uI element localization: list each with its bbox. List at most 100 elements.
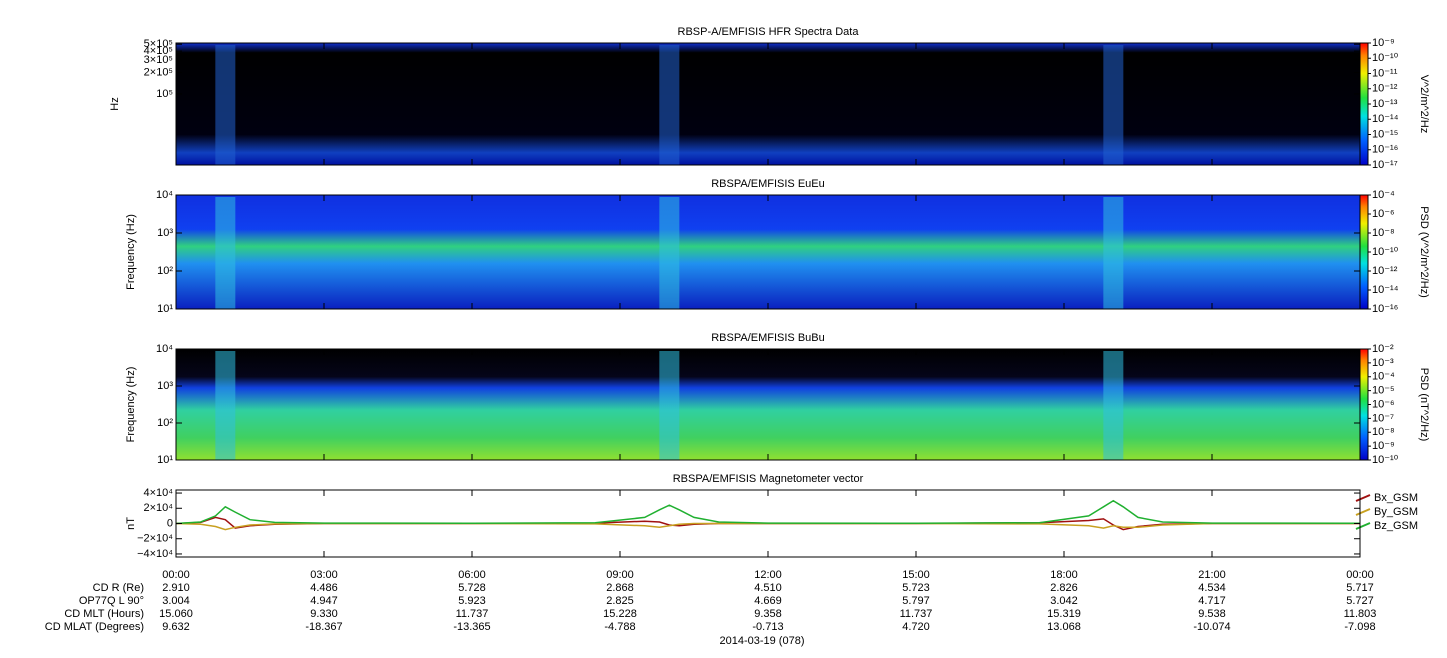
legend-swatch [1355,508,1371,516]
colorbar-tick-label: 10⁻¹⁶ [1372,303,1398,315]
colorbar-tick-label: 10⁻¹⁰ [1372,52,1399,64]
ephemeris-value: -18.367 [305,621,342,633]
colorbar-tick-label: 10⁻⁵ [1372,385,1395,397]
burst [1103,351,1124,460]
ephemeris-value: -10.074 [1193,621,1230,633]
colorbar-tick-label: 10⁻⁴ [1372,371,1395,383]
ephemeris-value: 4.510 [754,582,782,594]
burst [659,45,680,165]
legend-swatch [1355,494,1371,502]
colorbar-tick-label: 10⁻¹² [1372,265,1398,277]
ephemeris-value: 4.486 [310,582,338,594]
ephemeris-value: 2.826 [1050,582,1078,594]
burst [215,197,236,309]
y-tick-label: 0 [167,517,173,529]
colorbar-tick-label: 10⁻¹⁵ [1372,128,1398,140]
colorbar-tick-label: 10⁻⁶ [1372,398,1395,410]
colorbar-tick-label: 10⁻¹⁰ [1372,246,1399,258]
colorbar-tick-label: 10⁻⁴ [1372,189,1395,201]
colorbar-tick-label: 10⁻⁹ [1372,440,1395,452]
colorbar [1359,348,1369,461]
ephemeris-row-label: CD MLT (Hours) [64,608,144,620]
ephemeris-value: 15.060 [159,608,193,620]
y-tick-label: −2×10⁴ [137,533,173,545]
panel-title: RBSPA/EMFISIS Magnetometer vector [673,473,864,485]
colorbar-label: PSD (V^2/m^2/Hz) [1418,206,1430,298]
ephemeris-value: -7.098 [1344,621,1375,633]
ephemeris-value: 11.803 [1344,608,1377,620]
colorbar-tick-label: 10⁻¹² [1372,83,1398,95]
colorbar-tick-label: 10⁻¹⁷ [1372,159,1398,171]
ephemeris-row-label: CD MLAT (Degrees) [45,621,144,633]
y-tick-label: 2×10⁴ [143,502,173,514]
x-tick-label: 06:00 [458,569,486,581]
ephemeris-value: 11.737 [900,608,933,620]
ephemeris-value: 3.042 [1050,595,1078,607]
colorbar-tick-label: 10⁻⁹ [1372,37,1395,49]
panel-title: RBSP-A/EMFISIS HFR Spectra Data [678,26,860,38]
x-tick-label: 00:00 [1346,569,1374,581]
y-tick-label: 4×10⁴ [143,487,173,499]
y-tick-label: 2×10⁵ [144,66,173,78]
colorbar-tick-label: 10⁻⁸ [1372,426,1395,438]
y-tick-label: 10⁴ [156,189,173,201]
ephemeris-value: 5.727 [1346,595,1374,607]
colorbar-tick-label: 10⁻¹⁴ [1372,284,1399,296]
ephemeris-value: 4.669 [754,595,782,607]
x-tick-label: 12:00 [754,569,782,581]
ephemeris-value: 3.004 [162,595,190,607]
colorbar-tick-label: 10⁻¹⁴ [1372,113,1399,125]
colorbar-tick-label: 10⁻¹⁶ [1372,144,1398,156]
panel-title: RBSPA/EMFISIS BuBu [711,332,825,344]
date-label: 2014-03-19 (078) [719,635,804,647]
ephemeris-value: 5.728 [458,582,486,594]
ephemeris-value: -13.365 [453,621,490,633]
colorbar-tick-label: 10⁻³ [1372,357,1394,369]
ephemeris-value: 5.797 [902,595,930,607]
y-tick-label: 4×10⁵ [144,45,173,57]
series-line [175,499,1361,525]
burst [659,351,680,460]
ephemeris-value: 4.717 [1198,595,1226,607]
y-axis-label: Frequency (Hz) [125,214,137,290]
y-tick-label: 10³ [157,227,173,239]
ephemeris-value: 2.868 [606,582,634,594]
legend-label: Bz_GSM [1374,520,1418,532]
y-tick-label: 10² [157,417,173,429]
colorbar-tick-label: 10⁻⁸ [1372,227,1395,239]
y-axis-label: Hz [109,97,121,110]
y-tick-label: 3×10⁵ [144,54,173,66]
y-tick-label: 10¹ [157,454,173,466]
burst [215,351,236,460]
y-axis-label: Frequency (Hz) [125,367,137,443]
y-tick-label: 10² [157,265,173,277]
x-tick-label: 18:00 [1050,569,1078,581]
ephemeris-value: 9.538 [1198,608,1226,620]
ephemeris-value: -4.788 [604,621,635,633]
ephemeris-value: 2.910 [162,582,190,594]
ephemeris-value: -0.713 [752,621,783,633]
spectrogram [176,349,1360,460]
x-tick-label: 00:00 [162,569,190,581]
legend-swatch [1355,522,1371,530]
colorbar-tick-label: 10⁻² [1372,343,1394,355]
ephemeris-value: 4.720 [902,621,930,633]
ephemeris-value: 9.330 [310,608,338,620]
ephemeris-row-label: OP77Q L 90° [79,595,144,607]
x-tick-label: 21:00 [1198,569,1226,581]
colorbar-label: PSD (nT^2/Hz) [1418,368,1430,442]
burst [1103,45,1124,165]
ephemeris-value: 13.068 [1047,621,1081,633]
burst [659,197,680,309]
y-tick-label: 10¹ [157,303,173,315]
colorbar-tick-label: 10⁻¹⁰ [1372,454,1399,466]
colorbar-tick-label: 10⁻¹³ [1372,98,1398,110]
panel-title: RBSPA/EMFISIS EuEu [711,178,825,190]
spectrogram [176,43,1360,165]
ephemeris-value: 11.737 [456,608,489,620]
colorbar-tick-label: 10⁻⁶ [1372,208,1395,220]
colorbar [1359,42,1369,166]
ephemeris-value: 9.632 [162,621,190,633]
y-tick-label: 5×10⁵ [144,38,173,50]
colorbar-label: V^2/m^2/Hz [1418,75,1430,134]
